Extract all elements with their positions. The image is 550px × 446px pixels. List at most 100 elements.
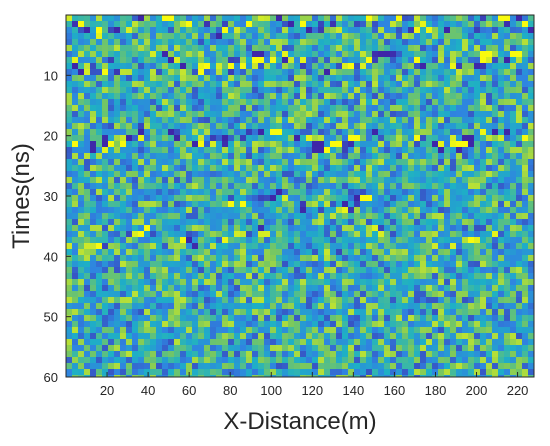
- heatmap-cell: [366, 297, 372, 303]
- heatmap-cell: [228, 279, 234, 285]
- heatmap-cell: [78, 303, 84, 309]
- heatmap-cell: [414, 351, 420, 357]
- heatmap-cell: [378, 195, 384, 201]
- heatmap-cell: [294, 375, 300, 377]
- heatmap-cell: [384, 75, 390, 81]
- heatmap-cell: [318, 15, 324, 21]
- heatmap-cell: [258, 93, 264, 99]
- heatmap-cell: [462, 255, 468, 261]
- heatmap-cell: [396, 87, 402, 93]
- heatmap-cell: [222, 123, 228, 129]
- heatmap-cell: [372, 135, 378, 141]
- heatmap-cell: [300, 33, 306, 39]
- heatmap-cell: [102, 87, 108, 93]
- heatmap-cell: [282, 45, 288, 51]
- heatmap-cell: [510, 189, 516, 195]
- heatmap-cell: [282, 363, 288, 369]
- heatmap-cell: [240, 303, 246, 309]
- heatmap-cell: [432, 57, 438, 63]
- heatmap-cell: [510, 39, 516, 45]
- heatmap-cell: [96, 351, 102, 357]
- heatmap-cell: [252, 45, 258, 51]
- heatmap-cell: [384, 195, 390, 201]
- heatmap-cell: [186, 87, 192, 93]
- heatmap-cell: [528, 315, 534, 321]
- heatmap-cell: [498, 51, 504, 57]
- heatmap-cell: [462, 201, 468, 207]
- heatmap-cell: [288, 321, 294, 327]
- heatmap-cell: [168, 201, 174, 207]
- heatmap-cell: [504, 183, 510, 189]
- heatmap-cell: [360, 69, 366, 75]
- heatmap-cell: [156, 39, 162, 45]
- heatmap-cell: [186, 177, 192, 183]
- heatmap-cell: [198, 267, 204, 273]
- heatmap-cell: [318, 351, 324, 357]
- heatmap-cell: [282, 219, 288, 225]
- heatmap-cell: [210, 69, 216, 75]
- heatmap-cell: [282, 21, 288, 27]
- heatmap-cell: [504, 129, 510, 135]
- heatmap-cell: [462, 351, 468, 357]
- heatmap-cell: [252, 111, 258, 117]
- heatmap-cell: [384, 345, 390, 351]
- heatmap-cell: [510, 351, 516, 357]
- heatmap-cell: [360, 261, 366, 267]
- heatmap-cell: [258, 207, 264, 213]
- heatmap-cell: [78, 285, 84, 291]
- heatmap-cell: [276, 327, 282, 333]
- heatmap-cell: [192, 237, 198, 243]
- heatmap-cell: [126, 351, 132, 357]
- heatmap-cell: [468, 207, 474, 213]
- heatmap-cell: [510, 69, 516, 75]
- heatmap-cell: [252, 357, 258, 363]
- heatmap-cell: [306, 315, 312, 321]
- heatmap-cell: [126, 237, 132, 243]
- heatmap-cell: [78, 51, 84, 57]
- heatmap-cell: [102, 135, 108, 141]
- heatmap-cell: [258, 75, 264, 81]
- heatmap-cell: [288, 363, 294, 369]
- heatmap-cell: [300, 69, 306, 75]
- heatmap-cell: [348, 375, 354, 377]
- heatmap-cell: [330, 183, 336, 189]
- heatmap-cell: [396, 291, 402, 297]
- heatmap-cell: [354, 267, 360, 273]
- heatmap-cell: [420, 309, 426, 315]
- heatmap-cell: [444, 303, 450, 309]
- heatmap-cell: [120, 363, 126, 369]
- heatmap-cell: [480, 225, 486, 231]
- heatmap-cell: [204, 195, 210, 201]
- heatmap-cell: [252, 129, 258, 135]
- heatmap-cell: [180, 207, 186, 213]
- x-axis: 20 40 60 80 100 120 140 160 180 200 220: [100, 372, 528, 398]
- heatmap-cell: [378, 135, 384, 141]
- heatmap-cell: [498, 309, 504, 315]
- heatmap-cell: [102, 351, 108, 357]
- heatmap-cell: [486, 345, 492, 351]
- heatmap-cell: [396, 303, 402, 309]
- heatmap-cell: [180, 63, 186, 69]
- heatmap-cell: [198, 213, 204, 219]
- heatmap-cell: [402, 123, 408, 129]
- heatmap-cell: [264, 243, 270, 249]
- heatmap-cell: [438, 339, 444, 345]
- heatmap-cell: [132, 213, 138, 219]
- heatmap-cell: [450, 105, 456, 111]
- heatmap-cell: [156, 363, 162, 369]
- heatmap-cell: [108, 195, 114, 201]
- heatmap-cell: [252, 99, 258, 105]
- heatmap-cell: [318, 279, 324, 285]
- heatmap-cell: [210, 57, 216, 63]
- heatmap-cell: [480, 249, 486, 255]
- heatmap-cell: [462, 57, 468, 63]
- heatmap-cell: [180, 195, 186, 201]
- heatmap-cell: [348, 327, 354, 333]
- heatmap-cell: [198, 363, 204, 369]
- heatmap-cell: [372, 291, 378, 297]
- heatmap-cell: [168, 99, 174, 105]
- heatmap-cell: [156, 123, 162, 129]
- heatmap-cell: [450, 303, 456, 309]
- heatmap-cell: [288, 333, 294, 339]
- heatmap-cell: [162, 267, 168, 273]
